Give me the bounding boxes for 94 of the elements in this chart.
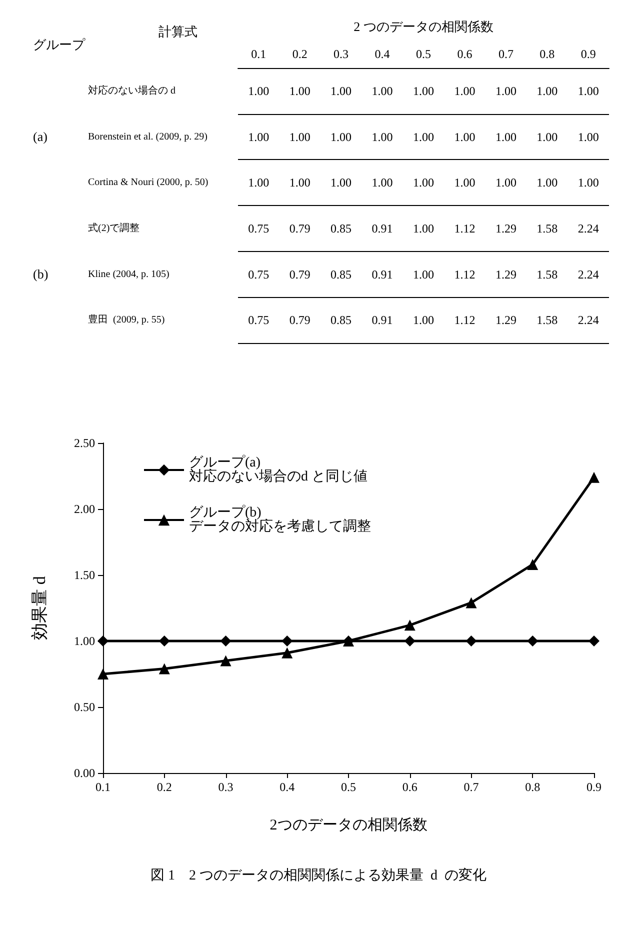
x-tick-label: 0.6 bbox=[457, 47, 472, 61]
data-label: 0.79 bbox=[289, 267, 310, 282]
data-label: 1.00 bbox=[454, 84, 476, 98]
data-label: 0.91 bbox=[372, 267, 393, 282]
data-label: 1.58 bbox=[536, 267, 558, 282]
data-label: 0.85 bbox=[330, 313, 352, 328]
data-label: 1.00 bbox=[289, 130, 310, 144]
data-label: 1.00 bbox=[248, 176, 270, 190]
data-label: 1.12 bbox=[454, 313, 476, 328]
y-tick-label: 豊田 (2009, p. 55) bbox=[88, 314, 165, 326]
data-label: 1.00 bbox=[413, 84, 434, 98]
data-label: 1.00 bbox=[495, 176, 516, 190]
data-label: 1.00 bbox=[454, 130, 476, 144]
x-tick-label: 0.8 bbox=[525, 780, 540, 794]
x-tick-label: 0.2 bbox=[292, 47, 308, 61]
data-label: 1.29 bbox=[495, 221, 516, 236]
data-label: 0.79 bbox=[289, 313, 310, 328]
y-tick-label: 0.00 bbox=[74, 766, 95, 780]
x-tick-label: 0.9 bbox=[580, 47, 596, 61]
y-tick-label: Kline (2004, p. 105) bbox=[88, 268, 170, 280]
data-label: 0.91 bbox=[372, 313, 393, 328]
y-tick-label: Borenstein et al. (2009, p. 29) bbox=[88, 131, 208, 142]
data-label: 1.00 bbox=[248, 84, 270, 98]
data-label: 1.58 bbox=[536, 221, 558, 236]
data-label: 1.00 bbox=[578, 84, 599, 98]
x-tick-label: 0.1 bbox=[96, 780, 110, 794]
data-label: 0.91 bbox=[372, 221, 393, 236]
x-tick-label: 0.5 bbox=[416, 47, 431, 61]
data-label: 1.00 bbox=[413, 221, 434, 236]
data-label: 1.00 bbox=[536, 84, 558, 98]
data-label: 1.29 bbox=[495, 313, 516, 328]
legend-label: グループ(a) 対応のない場合のd と同じ値 bbox=[189, 454, 368, 484]
data-label: 2.24 bbox=[578, 313, 599, 328]
y-tick-label: 1.50 bbox=[74, 568, 95, 582]
data-label: 0.79 bbox=[289, 221, 310, 236]
data-label: 1.00 bbox=[413, 130, 434, 144]
y-tick-label: 0.50 bbox=[74, 700, 95, 714]
data-label: 0.75 bbox=[248, 313, 270, 328]
data-label: 1.00 bbox=[372, 176, 393, 190]
data-label: 1.00 bbox=[578, 176, 599, 190]
x-tick-label: 0.6 bbox=[402, 780, 418, 794]
data-label: 1.00 bbox=[413, 267, 434, 282]
y-tick-label: 2.50 bbox=[74, 436, 95, 450]
data-label: 1.00 bbox=[248, 130, 270, 144]
x-tick-label: 0.7 bbox=[464, 780, 479, 794]
y-tick-label: 2.00 bbox=[74, 502, 95, 516]
x-axis-title: 2つのデータの相関係数 bbox=[270, 816, 428, 834]
data-label: 1.00 bbox=[289, 84, 310, 98]
x-tick-label: 0.9 bbox=[586, 780, 602, 794]
data-label: 0.75 bbox=[248, 267, 270, 282]
x-axis-title: 2 つのデータの相関係数 bbox=[354, 19, 494, 34]
data-label: 1.12 bbox=[454, 221, 476, 236]
data-label: 1.00 bbox=[372, 84, 393, 98]
data-label: 1.00 bbox=[413, 313, 434, 328]
data-label: 1.00 bbox=[495, 130, 516, 144]
y-tick-label: 1.00 bbox=[74, 634, 95, 648]
x-tick-label: 0.3 bbox=[218, 780, 234, 794]
data-label: 0.75 bbox=[248, 221, 270, 236]
data-label: 1.00 bbox=[289, 176, 310, 190]
y-axis-title: 計算式 bbox=[158, 24, 198, 39]
x-tick-label: 0.4 bbox=[280, 780, 295, 794]
data-label: 0.85 bbox=[330, 221, 352, 236]
y-tick-label: Cortina & Nouri (2000, p. 50) bbox=[88, 177, 208, 188]
data-label: 1.00 bbox=[536, 176, 558, 190]
text: (a) bbox=[33, 128, 48, 144]
x-tick-label: 0.7 bbox=[498, 47, 514, 61]
text: (b) bbox=[33, 266, 48, 282]
data-label: 2.24 bbox=[578, 267, 599, 282]
x-tick-label: 0.5 bbox=[341, 780, 356, 794]
y-tick-label: 式(2)で調整 bbox=[88, 222, 140, 234]
data-label: 1.29 bbox=[495, 267, 516, 282]
x-tick-label: 0.4 bbox=[374, 47, 390, 61]
data-label: 1.00 bbox=[495, 84, 516, 98]
data-label: 1.00 bbox=[536, 130, 558, 144]
text: グループ bbox=[33, 37, 86, 52]
data-label: 1.58 bbox=[536, 313, 558, 328]
caption: 図 1 2 つのデータの相関関係による効果量 d の変化 bbox=[150, 868, 486, 884]
x-tick-label: 0.3 bbox=[334, 47, 349, 61]
data-label: 1.00 bbox=[578, 130, 599, 144]
x-tick-label: 0.8 bbox=[540, 47, 555, 61]
data-label: 1.00 bbox=[454, 176, 476, 190]
data-label: 1.00 bbox=[330, 130, 352, 144]
data-label: 1.00 bbox=[330, 176, 352, 190]
data-label: 1.00 bbox=[413, 176, 434, 190]
y-tick-label: 対応のない場合の d bbox=[88, 84, 176, 96]
data-label: 2.24 bbox=[578, 221, 599, 236]
data-label: 1.00 bbox=[330, 84, 352, 98]
x-tick-label: 0.1 bbox=[251, 47, 266, 61]
data-label: 0.85 bbox=[330, 267, 352, 282]
y-axis-title: 効果量 d bbox=[30, 576, 49, 640]
legend-label: グループ(b) データの対応を考慮して調整 bbox=[189, 504, 371, 534]
x-tick-label: 0.2 bbox=[156, 780, 172, 794]
data-label: 1.00 bbox=[372, 130, 393, 144]
data-label: 1.12 bbox=[454, 267, 476, 282]
